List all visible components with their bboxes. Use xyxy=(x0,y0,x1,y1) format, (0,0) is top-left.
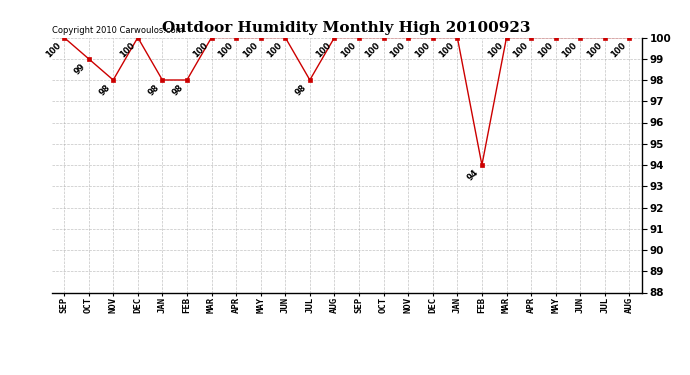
Text: 100: 100 xyxy=(192,40,210,59)
Title: Outdoor Humidity Monthly High 20100923: Outdoor Humidity Monthly High 20100923 xyxy=(162,21,531,35)
Text: Copyright 2010 Carwoulos.com: Copyright 2010 Carwoulos.com xyxy=(52,26,184,35)
Text: 100: 100 xyxy=(585,40,604,59)
Text: 98: 98 xyxy=(171,83,186,97)
Text: 100: 100 xyxy=(241,40,259,59)
Text: 100: 100 xyxy=(486,40,505,59)
Text: 100: 100 xyxy=(413,40,431,59)
Text: 99: 99 xyxy=(72,62,87,76)
Text: 100: 100 xyxy=(388,40,407,59)
Text: 100: 100 xyxy=(535,40,554,59)
Text: 100: 100 xyxy=(437,40,456,59)
Text: 98: 98 xyxy=(146,83,161,97)
Text: 100: 100 xyxy=(216,40,235,59)
Text: 98: 98 xyxy=(294,83,308,97)
Text: 100: 100 xyxy=(364,40,382,59)
Text: 100: 100 xyxy=(118,40,137,59)
Text: 100: 100 xyxy=(315,40,333,59)
Text: 100: 100 xyxy=(44,40,63,59)
Text: 100: 100 xyxy=(560,40,579,59)
Text: 100: 100 xyxy=(511,40,530,59)
Text: 100: 100 xyxy=(265,40,284,59)
Text: 94: 94 xyxy=(466,168,480,182)
Text: 100: 100 xyxy=(339,40,357,59)
Text: 100: 100 xyxy=(609,40,628,59)
Text: 98: 98 xyxy=(97,83,112,97)
